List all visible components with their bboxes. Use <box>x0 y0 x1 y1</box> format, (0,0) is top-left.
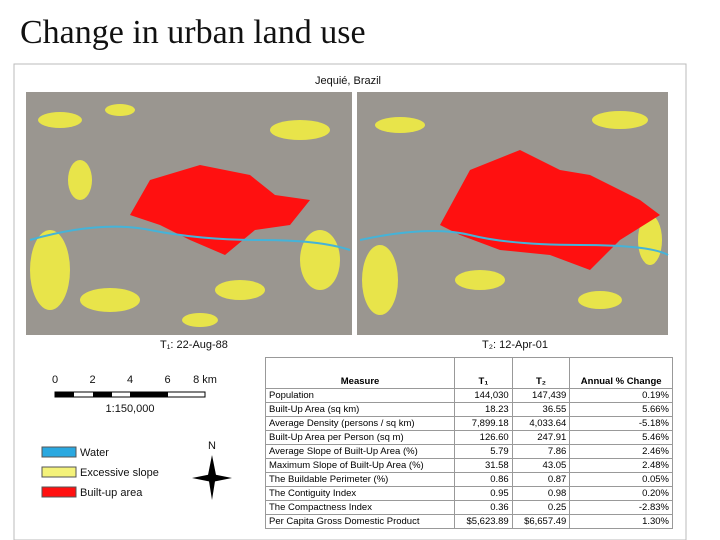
column-header: Annual % Change <box>569 357 673 389</box>
table-cell: 18.23 <box>454 402 513 417</box>
table-cell: Built-Up Area (sq km) <box>264 402 456 417</box>
table-cell: 144,030 <box>454 388 513 403</box>
slide-title: Change in urban land use <box>20 14 366 51</box>
table-row: Built-Up Area per Person (sq m) 126.60 247… <box>264 430 673 445</box>
caption-right: T₂: 12-Apr-01 <box>482 339 548 351</box>
table-cell: Population <box>264 388 456 403</box>
scale-bar <box>54 391 206 398</box>
legend-label: Water <box>80 447 109 459</box>
table-cell: 0.95 <box>454 486 513 501</box>
legend-swatch <box>41 466 77 478</box>
table-cell: 5.66% <box>569 402 673 417</box>
scale-tick-label: 0 <box>52 374 58 386</box>
map-left <box>26 92 352 335</box>
table-cell: 0.87 <box>511 472 571 487</box>
column-header: T₂ <box>511 357 571 389</box>
table-cell: 0.98 <box>511 486 571 501</box>
table-row: The Compactness Index 0.36 0.25 -2.83% <box>264 500 673 515</box>
table-cell: 5.79 <box>454 444 513 459</box>
table-cell: -5.18% <box>569 416 673 431</box>
table-cell: $5,623.89 <box>454 514 513 529</box>
table-cell: The Contiguity Index <box>264 486 456 501</box>
table-cell: 0.86 <box>454 472 513 487</box>
table-cell: 7,899.18 <box>454 416 513 431</box>
table-row: Maximum Slope of Built-Up Area (%) 31.58 4… <box>264 458 673 473</box>
table-cell: 0.05% <box>569 472 673 487</box>
table-cell: 0.19% <box>569 388 673 403</box>
table-cell: 4,033.64 <box>511 416 571 431</box>
table-row: Per Capita Gross Domestic Product $5,623.… <box>264 514 673 529</box>
table-cell: The Buildable Perimeter (%) <box>264 472 456 487</box>
legend-swatch <box>41 446 77 458</box>
table-cell: 247.91 <box>511 430 571 445</box>
legend-swatch <box>41 486 77 498</box>
table-cell: 1.30% <box>569 514 673 529</box>
table-cell: 43.05 <box>511 458 571 473</box>
table-cell: Average Density (persons / sq km) <box>264 416 456 431</box>
scale-ratio: 1:150,000 <box>106 403 155 415</box>
table-cell: 0.36 <box>454 500 513 515</box>
table-row: Average Density (persons / sq km) 7,899.1… <box>264 416 673 431</box>
table-cell: 5.46% <box>569 430 673 445</box>
table-cell: Built-Up Area per Person (sq m) <box>264 430 456 445</box>
table-cell: 36.55 <box>511 402 571 417</box>
table-row: The Contiguity Index 0.95 0.98 0.20% <box>264 486 673 501</box>
scale-tick-label: 2 <box>89 374 95 386</box>
table-cell: The Compactness Index <box>264 500 456 515</box>
table-cell: $6,657.49 <box>511 514 571 529</box>
table-cell: 2.46% <box>569 444 673 459</box>
legend-label: Built-up area <box>80 487 143 499</box>
table-row: Built-Up Area (sq km) 18.23 36.55 5.66% <box>264 402 673 417</box>
table-row: Population 144,030 147,439 0.19% <box>264 388 673 403</box>
measures-table: Measure T₁ T₂ Annual % Change Population 144,… <box>264 357 673 529</box>
figure-title: Jequié, Brazil <box>315 75 381 87</box>
table-cell: 0.25 <box>511 500 571 515</box>
column-header: Measure <box>264 357 456 389</box>
table-cell: Per Capita Gross Domestic Product <box>264 514 456 529</box>
table-cell: 147,439 <box>511 388 571 403</box>
table-cell: 0.20% <box>569 486 673 501</box>
scale-tick-label: 4 <box>127 374 133 386</box>
table-cell: 126.60 <box>454 430 513 445</box>
table-cell: 2.48% <box>569 458 673 473</box>
table-cell: Average Slope of Built-Up Area (%) <box>264 444 456 459</box>
table-cell: 31.58 <box>454 458 513 473</box>
scale-tick-label: 8 km <box>193 374 217 386</box>
scale-tick-label: 6 <box>164 374 170 386</box>
column-header: T₁ <box>454 357 513 389</box>
caption-left: T₁: 22-Aug-88 <box>160 339 228 351</box>
legend-label: Excessive slope <box>80 467 159 479</box>
table-cell: 7.86 <box>511 444 571 459</box>
table-row: Average Slope of Built-Up Area (%) 5.79 7.… <box>264 444 673 459</box>
north-arrow <box>192 455 232 500</box>
map-right <box>357 92 669 335</box>
table-cell: -2.83% <box>569 500 673 515</box>
north-label: N <box>208 440 216 452</box>
table-cell: Maximum Slope of Built-Up Area (%) <box>264 458 456 473</box>
table-row: The Buildable Perimeter (%) 0.86 0.87 0.05% <box>264 472 673 487</box>
